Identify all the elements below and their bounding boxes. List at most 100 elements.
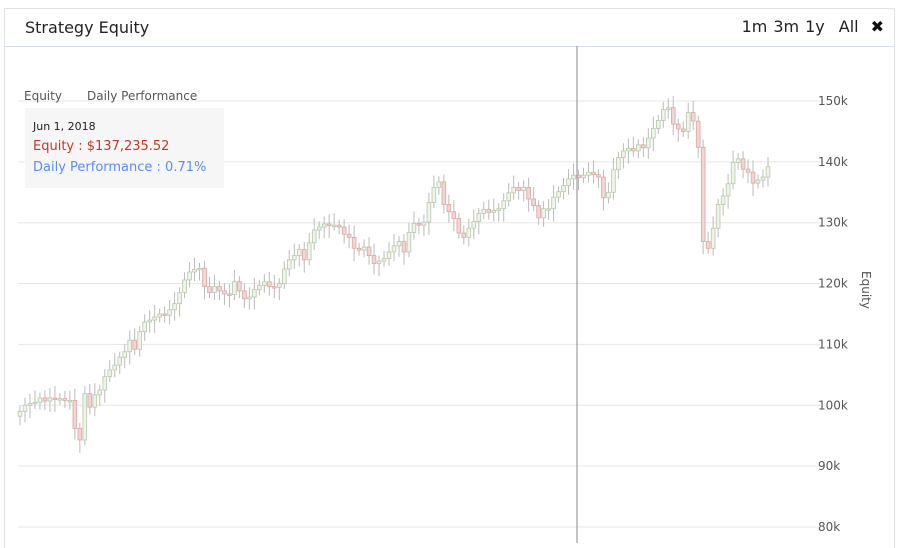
candle-body	[306, 242, 312, 261]
candle-body	[222, 290, 227, 295]
candle-body	[536, 205, 541, 219]
candle-body	[641, 144, 646, 149]
candle-body	[436, 181, 442, 188]
candle-body	[117, 356, 123, 366]
candle-body	[665, 107, 671, 110]
candle-body	[242, 290, 247, 300]
candle-body	[237, 281, 242, 292]
candle-body	[720, 195, 726, 205]
candle-body	[232, 281, 237, 295]
candle-body	[67, 400, 73, 403]
candle-body	[546, 208, 551, 211]
candle-body	[511, 187, 516, 194]
y-axis-label: Equity	[859, 271, 873, 309]
candle-body	[107, 369, 113, 378]
candle-body	[680, 128, 686, 132]
candle-body	[710, 227, 716, 249]
legend-equity[interactable]: Equity	[24, 89, 62, 103]
candle-body	[132, 339, 137, 350]
candle-body	[496, 208, 501, 211]
candle-body	[526, 187, 531, 200]
range-1y-button[interactable]: 1y	[805, 17, 825, 36]
candle-body	[97, 389, 103, 396]
candle-body	[566, 178, 571, 186]
candle-body	[72, 400, 78, 429]
candle-body	[591, 171, 596, 176]
candle-body	[32, 401, 38, 405]
candle-body	[296, 249, 302, 256]
candle-body	[311, 229, 317, 244]
range-3m-button[interactable]: 3m	[773, 17, 800, 36]
candle-body	[596, 174, 601, 178]
candle-body	[636, 144, 641, 152]
candle-body	[471, 221, 477, 229]
tooltip-date: Jun 1, 2018	[33, 120, 96, 133]
candle-body	[735, 158, 741, 163]
candle-body	[47, 397, 53, 402]
candle-body	[257, 284, 262, 291]
candle-body	[77, 428, 83, 441]
range-all-button[interactable]: All	[838, 17, 859, 36]
candle-body	[366, 246, 372, 256]
candle-body	[690, 112, 696, 122]
candle-body	[426, 202, 432, 223]
candle-body	[725, 183, 731, 197]
candle-body	[651, 127, 656, 139]
candle-body	[157, 313, 162, 318]
candle-body	[611, 169, 616, 193]
candle-body	[147, 319, 152, 323]
candle-body	[501, 200, 506, 210]
candle-body	[137, 331, 142, 350]
candle-body	[541, 208, 546, 219]
candle-body	[396, 241, 402, 247]
candle-body	[227, 293, 232, 296]
candle-body	[456, 218, 462, 234]
candle-body	[461, 232, 467, 238]
candle-body	[376, 260, 382, 264]
candle-body	[287, 259, 292, 270]
close-icon[interactable]: ✖	[870, 17, 884, 36]
candle-body	[556, 191, 561, 198]
candle-body	[421, 221, 427, 226]
candle-body	[177, 292, 182, 305]
candle-body	[656, 120, 661, 129]
panel-header: Strategy Equity 1m 3m 1y All ✖	[5, 9, 894, 47]
range-1m-button[interactable]: 1m	[741, 17, 768, 36]
candle-body	[122, 351, 127, 358]
candle-body	[62, 398, 68, 401]
candle-body	[750, 171, 756, 184]
candle-body	[695, 120, 701, 148]
legend-daily-performance[interactable]: Daily Performance	[87, 89, 198, 103]
candle-body	[486, 208, 492, 213]
candle-body	[740, 158, 746, 170]
candle-body	[631, 148, 636, 152]
candle-body	[202, 267, 207, 288]
candle-body	[197, 267, 202, 271]
y-tick-label: 120k	[818, 277, 848, 291]
candle-body	[92, 394, 98, 408]
candle-body	[715, 204, 721, 229]
candle-body	[571, 174, 576, 180]
candle-body	[521, 187, 526, 191]
candle-body	[172, 303, 177, 311]
candle-body	[291, 255, 297, 261]
candle-body	[336, 224, 342, 228]
candle-body	[466, 227, 472, 238]
candle-body	[446, 204, 452, 213]
panel-title: Strategy Equity	[25, 18, 150, 37]
candle-body	[431, 187, 437, 204]
candle-body	[162, 313, 167, 316]
candle-body	[700, 146, 706, 242]
candle-body	[381, 258, 387, 262]
y-tick-label: 150k	[818, 94, 848, 108]
candle-body	[755, 179, 761, 184]
candle-body	[192, 269, 197, 273]
y-tick-label: 90k	[818, 459, 840, 473]
candle-body	[102, 376, 108, 391]
candle-body	[551, 196, 556, 210]
candle-body	[606, 191, 611, 199]
candle-body	[272, 286, 277, 289]
candle-body	[351, 236, 357, 249]
candle-body	[441, 181, 447, 205]
y-tick-label: 110k	[818, 337, 848, 351]
